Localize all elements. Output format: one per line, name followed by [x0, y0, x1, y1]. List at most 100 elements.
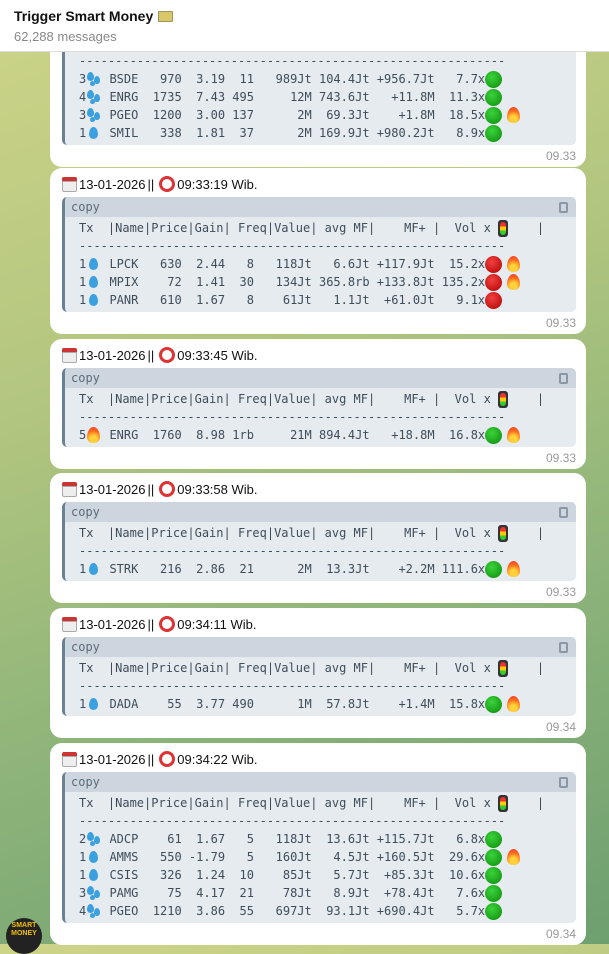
calendar-icon	[62, 347, 77, 363]
copy-bar[interactable]: copy	[65, 368, 576, 388]
chat-header[interactable]: Trigger Smart Money 62,288 messages	[0, 0, 609, 52]
traffic-light-icon	[498, 659, 509, 677]
row-values: ENRG 1735 7.43 495 12M 743.6Jt +11.8M 11…	[102, 90, 486, 104]
fire-icon	[87, 427, 101, 443]
copy-label[interactable]: copy	[71, 371, 100, 385]
chat-title: Trigger Smart Money	[14, 8, 595, 24]
row-values: PGEO 1200 3.00 137 2M 69.3Jt +1.8M 18.5x	[102, 108, 486, 122]
sent-time: 09.33	[545, 585, 576, 599]
row-values: PANR 610 1.67 8 61Jt 1.1Jt +61.0Jt 9.1x	[102, 293, 486, 307]
tx-count: 3	[79, 886, 87, 900]
copy-icon[interactable]	[559, 506, 568, 518]
separator: ||	[147, 751, 155, 767]
traffic-light-icon	[498, 524, 509, 542]
sweat-droplets-icon	[86, 108, 102, 122]
table-row: 1 DADA 55 3.77 490 1M 57.8Jt +1.4M 15.8x	[79, 695, 576, 713]
row-values: ENRG 1760 8.98 1rb 21M 894.4Jt +18.8M 16…	[102, 428, 486, 442]
fire-icon	[507, 561, 521, 577]
code-lines: Tx |Name|Price|Gain| Freq|Value| avg MF|…	[65, 522, 576, 581]
channel-avatar[interactable]: SMART MONEY	[6, 918, 42, 954]
green-circle-icon	[485, 884, 503, 902]
tx-count: 1	[79, 293, 87, 307]
traffic-light-icon	[498, 219, 509, 237]
message-bubble: 13-01-2026 || 09:33:19 Wib. copy Tx |Name|…	[50, 168, 586, 334]
table-row: 2 ADCP 61 1.67 5 118Jt 13.6Jt +115.7Jt 6…	[79, 830, 576, 848]
message-time: 09:33:58 Wib.	[177, 481, 258, 497]
copy-bar[interactable]: copy	[65, 772, 576, 792]
copy-icon[interactable]	[559, 641, 568, 653]
red-circle-icon	[485, 291, 503, 309]
copy-label[interactable]: copy	[71, 775, 100, 789]
green-circle-icon	[485, 902, 503, 920]
divider-line: ----------------------------------------…	[79, 54, 506, 68]
message-bubble: 13-01-2026 || 09:33:58 Wib. copy Tx |Name|…	[50, 473, 586, 603]
fire-icon	[507, 427, 521, 443]
tx-count: 1	[79, 257, 87, 271]
table-row: 1 MPIX 72 1.41 30 134Jt 365.8rb +133.8Jt…	[79, 273, 576, 291]
copy-bar[interactable]: copy	[65, 502, 576, 522]
separator: ||	[147, 616, 155, 632]
copy-bar[interactable]: copy	[65, 197, 576, 217]
tx-count: 1	[79, 562, 87, 576]
column-header-end: |	[508, 796, 545, 810]
divider-line: ----------------------------------------…	[79, 239, 506, 253]
alarm-clock-icon	[159, 481, 176, 497]
row-values: STRK 216 2.86 21 2M 13.3Jt +2.2M 111.6x	[102, 562, 486, 576]
code-lines: ----------------------------------------…	[65, 52, 576, 145]
column-header-text: Tx |Name|Price|Gain| Freq|Value| avg MF|…	[79, 796, 499, 810]
table-row: 1 STRK 216 2.86 21 2M 13.3Jt +2.2M 111.6…	[79, 560, 576, 578]
copy-icon[interactable]	[559, 201, 568, 213]
fire-icon	[507, 696, 521, 712]
alarm-clock-icon	[159, 176, 176, 192]
table-row: 3 PGEO 1200 3.00 137 2M 69.3Jt +1.8M 18.…	[79, 106, 576, 124]
copy-label[interactable]: copy	[71, 200, 100, 214]
message-header: 13-01-2026 || 09:33:19 Wib.	[62, 174, 576, 194]
code-block: copy Tx |Name|Price|Gain| Freq|Value| avg…	[62, 772, 576, 923]
tx-count: 1	[79, 868, 87, 882]
table-row: 1 CSIS 326 1.24 10 85Jt 5.7Jt +85.3Jt 10…	[79, 866, 576, 884]
message-header: 13-01-2026 || 09:34:11 Wib.	[62, 614, 576, 634]
row-values: CSIS 326 1.24 10 85Jt 5.7Jt +85.3Jt 10.6…	[102, 868, 486, 882]
sweat-droplets-icon	[86, 886, 102, 900]
copy-label[interactable]: copy	[71, 640, 100, 654]
divider-line: ----------------------------------------…	[79, 410, 506, 424]
traffic-light-icon	[498, 390, 509, 408]
table-row: 5 ENRG 1760 8.98 1rb 21M 894.4Jt +18.8M …	[79, 426, 576, 444]
row-values: MPIX 72 1.41 30 134Jt 365.8rb +133.8Jt 1…	[102, 275, 486, 289]
sent-time: 09.34	[545, 720, 576, 734]
message-time: 09:33:19 Wib.	[177, 176, 258, 192]
fire-icon	[507, 274, 521, 290]
message-date: 13-01-2026	[79, 347, 146, 363]
copy-icon[interactable]	[559, 776, 568, 788]
row-values: BSDE 970 3.19 11 989Jt 104.4Jt +956.7Jt …	[102, 72, 486, 86]
message-bubble: 13-01-2026 || 09:33:45 Wib. copy Tx |Name|…	[50, 339, 586, 469]
separator: ||	[147, 481, 155, 497]
sweat-droplets-icon	[86, 72, 102, 86]
message-header: 13-01-2026 || 09:33:58 Wib.	[62, 479, 576, 499]
fire-icon	[507, 107, 521, 123]
copy-icon[interactable]	[559, 372, 568, 384]
money-icon	[158, 10, 174, 22]
calendar-icon	[62, 176, 77, 192]
column-header-end: |	[508, 392, 545, 406]
droplet-icon	[89, 127, 99, 139]
copy-label[interactable]: copy	[71, 505, 100, 519]
traffic-light-icon	[498, 794, 509, 812]
table-row: 4 PGEO 1210 3.86 55 697Jt 93.1Jt +690.4J…	[79, 902, 576, 920]
alarm-clock-icon	[159, 616, 176, 632]
message-bubble: 13-01-2026 || 09:34:11 Wib. copy Tx |Name|…	[50, 608, 586, 738]
green-circle-icon	[485, 106, 503, 124]
table-row: 3 BSDE 970 3.19 11 989Jt 104.4Jt +956.7J…	[79, 70, 576, 88]
column-header: Tx |Name|Price|Gain| Freq|Value| avg MF|…	[79, 219, 576, 237]
column-header-end: |	[508, 661, 545, 675]
message-time: 09:33:45 Wib.	[177, 347, 258, 363]
red-circle-icon	[485, 255, 503, 273]
column-header-text: Tx |Name|Price|Gain| Freq|Value| avg MF|…	[79, 661, 499, 675]
column-header-text: Tx |Name|Price|Gain| Freq|Value| avg MF|…	[79, 221, 499, 235]
code-lines: Tx |Name|Price|Gain| Freq|Value| avg MF|…	[65, 388, 576, 447]
tx-count: 2	[79, 832, 87, 846]
table-row: 1 PANR 610 1.67 8 61Jt 1.1Jt +61.0Jt 9.1…	[79, 291, 576, 309]
copy-bar[interactable]: copy	[65, 637, 576, 657]
message-time: 09:34:11 Wib.	[177, 616, 257, 632]
message-count: 62,288 messages	[14, 29, 117, 44]
